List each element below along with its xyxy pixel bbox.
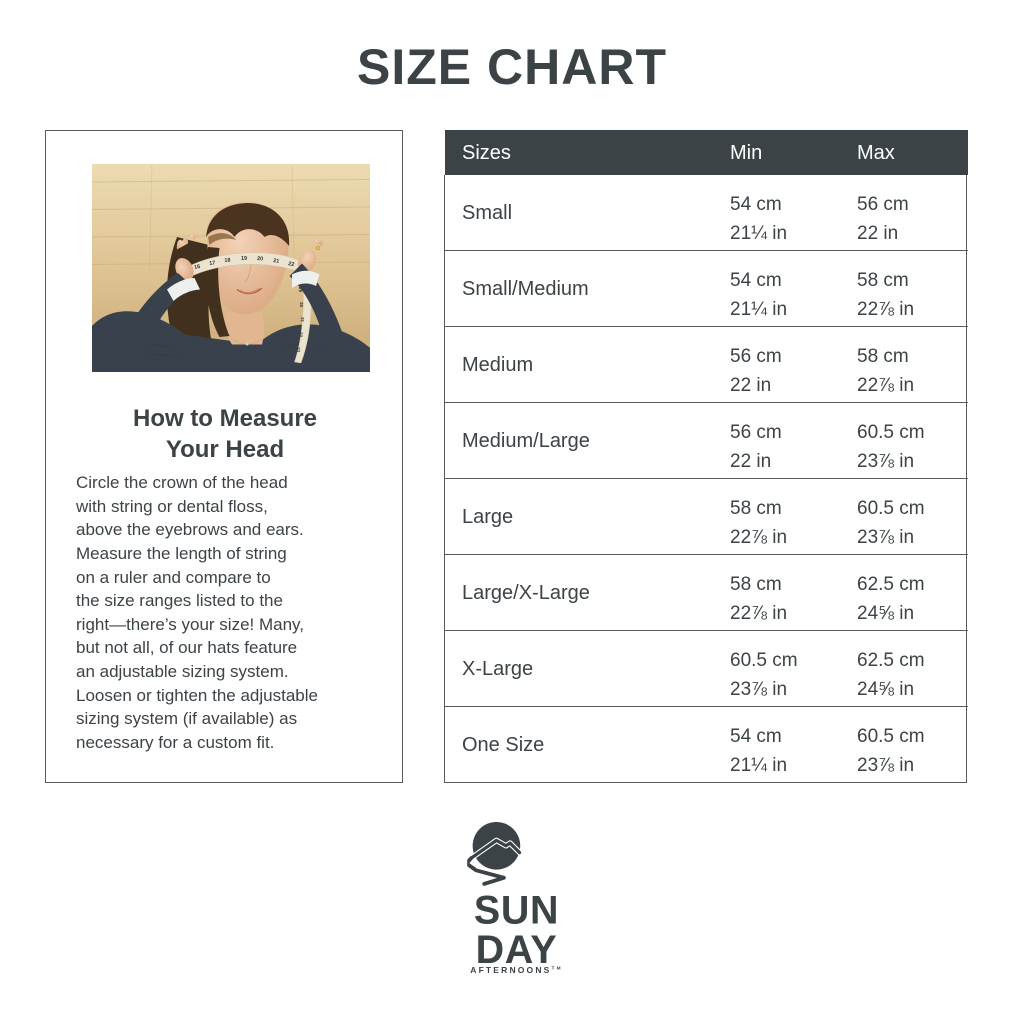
svg-text:22: 22 — [288, 261, 295, 268]
svg-text:31: 31 — [300, 317, 305, 323]
svg-text:32: 32 — [298, 332, 303, 338]
svg-text:17: 17 — [209, 260, 216, 267]
svg-text:18: 18 — [224, 258, 231, 264]
svg-text:30: 30 — [299, 302, 304, 308]
svg-text:20: 20 — [257, 256, 264, 262]
svg-text:19: 19 — [241, 256, 247, 262]
svg-text:33: 33 — [296, 347, 301, 353]
svg-text:21: 21 — [273, 258, 280, 265]
svg-text:16: 16 — [194, 264, 201, 271]
